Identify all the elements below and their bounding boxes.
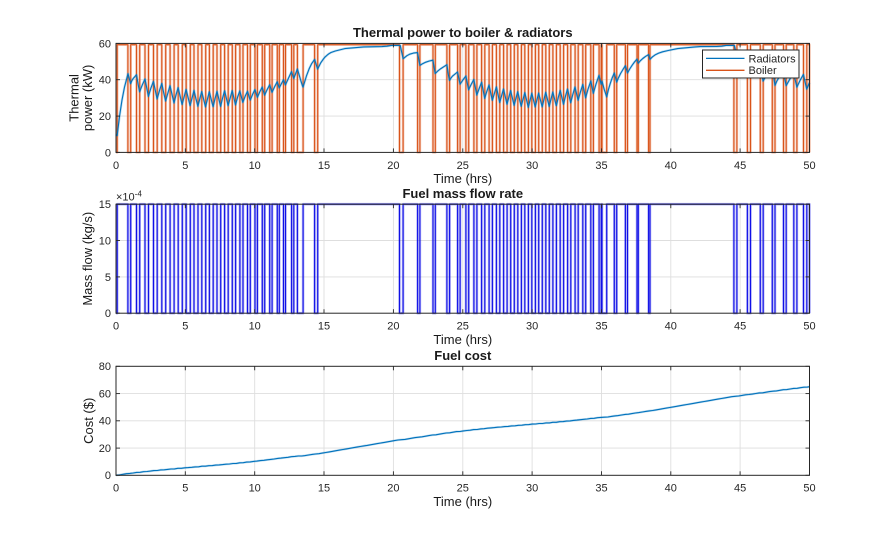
svg-text:Fuel cost: Fuel cost — [434, 348, 492, 363]
svg-text:5: 5 — [182, 160, 188, 172]
svg-text:40: 40 — [665, 483, 677, 495]
svg-text:Fuel mass flow rate: Fuel mass flow rate — [402, 186, 523, 201]
svg-text:Mass flow (kg/s): Mass flow (kg/s) — [80, 212, 95, 306]
svg-text:10: 10 — [249, 160, 261, 172]
svg-text:30: 30 — [526, 321, 538, 333]
svg-text:0: 0 — [113, 160, 119, 172]
svg-text:45: 45 — [734, 321, 746, 333]
svg-text:Cost ($): Cost ($) — [81, 398, 96, 444]
svg-text:5: 5 — [182, 483, 188, 495]
svg-text:60: 60 — [99, 38, 111, 50]
svg-text:40: 40 — [665, 321, 677, 333]
svg-text:25: 25 — [457, 483, 469, 495]
svg-text:40: 40 — [99, 75, 111, 87]
svg-text:0: 0 — [113, 483, 119, 495]
svg-text:25: 25 — [457, 160, 469, 172]
svg-text:Time (hrs): Time (hrs) — [433, 332, 492, 347]
svg-text:10: 10 — [249, 321, 261, 333]
svg-text:45: 45 — [734, 483, 746, 495]
svg-text:10: 10 — [249, 483, 261, 495]
svg-text:Time (hrs): Time (hrs) — [433, 171, 492, 186]
svg-text:15: 15 — [318, 321, 330, 333]
svg-text:20: 20 — [99, 111, 111, 123]
svg-text:5: 5 — [105, 272, 111, 284]
svg-text:30: 30 — [526, 160, 538, 172]
svg-text:40: 40 — [665, 160, 677, 172]
svg-text:15: 15 — [318, 483, 330, 495]
svg-text:15: 15 — [318, 160, 330, 172]
svg-text:50: 50 — [803, 160, 815, 172]
svg-text:80: 80 — [99, 361, 111, 373]
svg-text:35: 35 — [595, 483, 607, 495]
svg-text:25: 25 — [457, 321, 469, 333]
svg-text:15: 15 — [99, 199, 111, 211]
svg-text:Boiler: Boiler — [749, 65, 777, 77]
svg-text:45: 45 — [734, 160, 746, 172]
svg-text:35: 35 — [595, 160, 607, 172]
svg-text:20: 20 — [387, 483, 399, 495]
svg-text:power (kW): power (kW) — [80, 65, 95, 131]
svg-text:0: 0 — [105, 308, 111, 320]
svg-text:10: 10 — [99, 235, 111, 247]
svg-text:20: 20 — [387, 160, 399, 172]
svg-text:0: 0 — [105, 470, 111, 482]
svg-text:50: 50 — [803, 321, 815, 333]
svg-text:0: 0 — [105, 147, 111, 159]
svg-text:40: 40 — [99, 416, 111, 428]
svg-text:Radiators: Radiators — [749, 53, 797, 65]
svg-text:50: 50 — [803, 483, 815, 495]
svg-text:Time (hrs): Time (hrs) — [433, 494, 492, 509]
svg-text:0: 0 — [113, 321, 119, 333]
svg-text:60: 60 — [99, 388, 111, 400]
svg-text:5: 5 — [182, 321, 188, 333]
svg-text:30: 30 — [526, 483, 538, 495]
svg-text:20: 20 — [387, 321, 399, 333]
svg-text:Thermal power to boiler & radi: Thermal power to boiler & radiators — [353, 25, 573, 40]
svg-text:35: 35 — [595, 321, 607, 333]
svg-text:20: 20 — [99, 443, 111, 455]
svg-text:Thermal: Thermal — [67, 74, 82, 122]
